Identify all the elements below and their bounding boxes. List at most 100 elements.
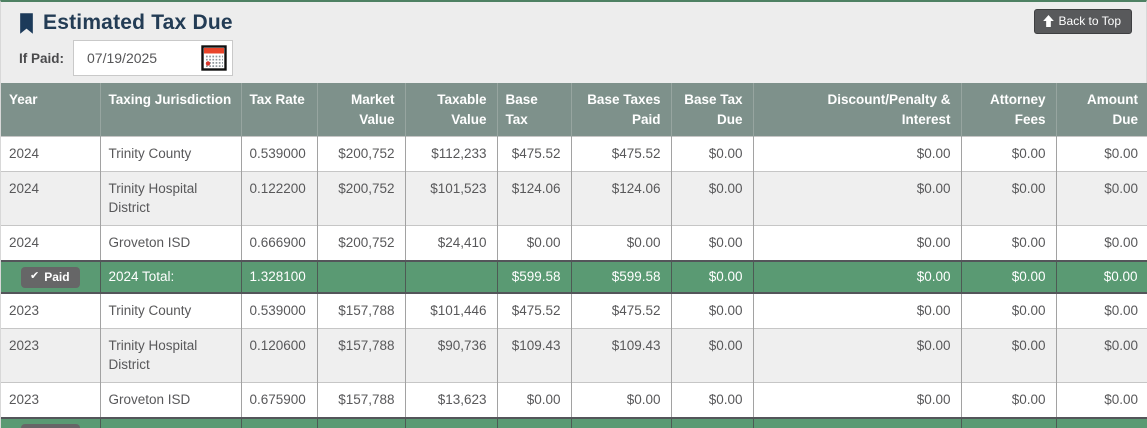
cell-tax-rate: 0.122200 <box>241 171 318 226</box>
cell-market-value: $157,788 <box>317 328 406 383</box>
cell-market-value <box>317 259 406 295</box>
cell-attorney-fees: $0.00 <box>961 417 1057 428</box>
page-title-row: Estimated Tax Due <box>17 11 1132 35</box>
cell-base-tax-due: $0.00 <box>671 381 754 419</box>
check-icon: ✔ <box>29 270 40 283</box>
cell-base-tax-due: $0.00 <box>671 417 754 428</box>
cell-discount-penalty-interest: $0.00 <box>753 171 962 226</box>
column-header-amount-due: Amount Due <box>1056 83 1147 137</box>
cell-year: 2023 <box>1 292 101 329</box>
cell-amount-due: $0.00 <box>1056 224 1147 261</box>
cell-base-taxes-paid: $124.06 <box>571 171 672 226</box>
if-paid-label: If Paid: <box>19 50 65 66</box>
column-header-tax-rate: Tax Rate <box>241 83 318 137</box>
cell-base-taxes-paid: $584.95 <box>571 417 672 428</box>
cell-amount-due: $0.00 <box>1056 328 1147 383</box>
cell-market-value: $157,788 <box>317 381 406 419</box>
cell-tax-rate: 1.328100 <box>241 259 318 295</box>
column-header-base-tax-due: Base Tax Due <box>671 83 754 137</box>
column-header-base-tax: Base Tax <box>497 83 572 137</box>
cell-year: 2023 <box>1 328 101 383</box>
table-row: 2024 Groveton ISD 0.666900 $200,752 $24,410 $… <box>1 224 1147 261</box>
cell-attorney-fees: $0.00 <box>961 328 1057 383</box>
bookmark-icon <box>20 12 33 34</box>
cell-tax-rate: 0.675900 <box>241 381 318 419</box>
cell-taxable-value: $13,623 <box>405 381 498 419</box>
cell-discount-penalty-interest: $0.00 <box>753 224 962 261</box>
cell-year: 2023 <box>1 381 101 419</box>
paid-badge: ✔ Paid <box>20 266 80 288</box>
paid-badge-label: Paid <box>44 269 70 284</box>
cell-tax-rate: 0.120600 <box>241 328 318 383</box>
cell-base-taxes-paid: $599.58 <box>571 259 672 295</box>
cell-attorney-fees: $0.00 <box>961 224 1057 261</box>
column-header-year: Year <box>1 83 101 137</box>
cell-year: 2024 <box>1 224 101 261</box>
cell-attorney-fees: $0.00 <box>961 171 1057 226</box>
cell-discount-penalty-interest: $0.00 <box>753 417 962 428</box>
cell-market-value: $200,752 <box>317 224 406 261</box>
table-row: 2023 Trinity County 0.539000 $157,788 $101,4… <box>1 292 1147 329</box>
cell-taxing-jurisdiction: Groveton ISD <box>100 224 242 261</box>
cell-base-tax-due: $0.00 <box>671 259 754 295</box>
cell-taxable-value <box>405 417 498 428</box>
cell-taxable-value: $112,233 <box>405 136 498 172</box>
cell-market-value: $157,788 <box>317 292 406 329</box>
calendar-icon <box>201 45 227 71</box>
cell-base-tax: $475.52 <box>497 136 572 172</box>
cell-year: 2024 <box>1 136 101 172</box>
cell-base-tax: $0.00 <box>497 381 572 419</box>
cell-base-tax-due: $0.00 <box>671 171 754 226</box>
cell-year: 2024 <box>1 171 101 226</box>
cell-base-tax: $109.43 <box>497 328 572 383</box>
cell-taxing-jurisdiction: 2024 Total: <box>100 259 242 295</box>
paid-badge: ✔Paid <box>20 423 80 428</box>
cell-base-taxes-paid: $109.43 <box>571 328 672 383</box>
cell-amount-due: $0.00 <box>1056 292 1147 329</box>
cell-taxable-value: $90,736 <box>405 328 498 383</box>
table-header-row: Year Taxing Jurisdiction Tax Rate Market Va… <box>1 83 1147 137</box>
column-header-taxing-jurisdiction: Taxing Jurisdiction <box>100 83 242 137</box>
page-title: Estimated Tax Due <box>43 11 233 34</box>
cell-market-value <box>317 417 406 428</box>
cell-attorney-fees: $0.00 <box>961 259 1057 295</box>
cell-taxable-value: $24,410 <box>405 224 498 261</box>
cell-amount-due: $0.00 <box>1056 136 1147 172</box>
top-bar: Estimated Tax Due Back to Top <box>1 2 1146 35</box>
cell-base-taxes-paid: $475.52 <box>571 136 672 172</box>
table-row: 2024 Trinity County 0.539000 $200,752 $112,2… <box>1 136 1147 172</box>
cell-year: ✔Paid <box>1 417 101 428</box>
cell-attorney-fees: $0.00 <box>961 381 1057 419</box>
cell-tax-rate: 1.335500 <box>241 417 318 428</box>
cell-taxing-jurisdiction: Groveton ISD <box>100 381 242 419</box>
if-paid-section: If Paid: <box>1 35 1146 83</box>
cell-base-taxes-paid: $0.00 <box>571 224 672 261</box>
calendar-button[interactable] <box>201 45 232 71</box>
cell-tax-rate: 0.539000 <box>241 292 318 329</box>
cell-taxable-value: $101,446 <box>405 292 498 329</box>
cell-taxing-jurisdiction: Trinity County <box>100 136 242 172</box>
cell-market-value: $200,752 <box>317 171 406 226</box>
date-input[interactable] <box>74 50 187 66</box>
cell-base-tax-due: $0.00 <box>671 292 754 329</box>
cell-base-tax: $124.06 <box>497 171 572 226</box>
cell-taxing-jurisdiction: Trinity Hospital District <box>100 328 242 383</box>
total-row: ✔Paid2023 Total:1.335500$584.95$584.95$0… <box>1 417 1147 428</box>
cell-base-taxes-paid: $0.00 <box>571 381 672 419</box>
cell-base-tax: $0.00 <box>497 224 572 261</box>
back-to-top-label: Back to Top <box>1058 14 1121 28</box>
cell-base-tax: $599.58 <box>497 259 572 295</box>
column-header-discount-penalty-interest: Discount/Penalty & Interest <box>753 83 962 137</box>
date-input-group <box>73 40 234 76</box>
cell-base-tax-due: $0.00 <box>671 328 754 383</box>
cell-discount-penalty-interest: $0.00 <box>753 328 962 383</box>
tax-table: Year Taxing Jurisdiction Tax Rate Market Va… <box>1 83 1147 428</box>
back-to-top-button[interactable]: Back to Top <box>1033 9 1132 34</box>
cell-amount-due: $0.00 <box>1056 171 1147 226</box>
cell-base-tax: $584.95 <box>497 417 572 428</box>
cell-taxable-value <box>405 259 498 295</box>
cell-amount-due: $0.00 <box>1056 259 1147 295</box>
cell-base-tax-due: $0.00 <box>671 136 754 172</box>
cell-discount-penalty-interest: $0.00 <box>753 259 962 295</box>
